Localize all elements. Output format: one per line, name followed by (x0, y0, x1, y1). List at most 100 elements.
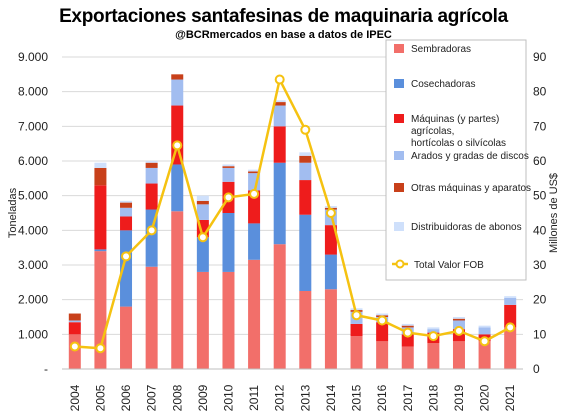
y-left-tick-label: - (44, 362, 48, 376)
bar-segment (222, 213, 235, 272)
bar-segment (222, 164, 235, 167)
bar-segment (273, 244, 286, 369)
bar-segment (94, 249, 107, 252)
bar-segment (324, 225, 337, 255)
bar-segment (222, 166, 235, 168)
bar-segment (401, 346, 414, 369)
y-right-tick-label: 50 (533, 189, 547, 203)
bar-segment (171, 211, 184, 369)
y-right-tick-label: 60 (533, 154, 547, 168)
line-point (325, 208, 336, 218)
line-point (428, 331, 439, 342)
bar-segment (196, 237, 209, 272)
bar-segment (452, 318, 465, 321)
bar-segment (273, 105, 286, 127)
line-point (69, 341, 80, 352)
x-tick-label: 2008 (170, 384, 184, 411)
legend-label-line: agrícolas, (411, 126, 454, 137)
bar-segment (171, 74, 184, 80)
bar-segment (222, 167, 235, 182)
bar-segment (504, 304, 517, 328)
legend-swatch (394, 44, 404, 53)
bar-segment (401, 334, 414, 347)
line-point (249, 188, 260, 199)
x-tick-label: 2006 (119, 384, 133, 411)
bar-segment (324, 206, 337, 208)
x-tick-label: 2009 (196, 384, 210, 411)
y-left-tick-label: 6.000 (18, 154, 48, 168)
legend-label: Sembradoras (411, 44, 471, 55)
y-left-tick-label: 1.000 (18, 327, 48, 341)
bar-segment (196, 200, 209, 205)
y-left-tick-label: 5.000 (18, 189, 48, 203)
bar-segment (350, 323, 363, 337)
line-point (121, 251, 132, 262)
bar-segment (248, 171, 261, 174)
bar-segment (171, 105, 184, 165)
line-point (402, 327, 413, 338)
y-left-axis-title: Toneladas (7, 187, 19, 238)
bar-segment (401, 325, 414, 328)
bar-segment (196, 195, 209, 201)
y-right-tick-label: 20 (533, 293, 547, 307)
bar-segment (324, 254, 337, 290)
bar-segment (452, 320, 465, 330)
bar-segment (196, 271, 209, 369)
bar-segment (427, 329, 440, 333)
x-tick-label: 2019 (452, 384, 466, 411)
bar-segment (145, 161, 158, 163)
y-right-tick-label: 30 (533, 258, 547, 272)
y-right-tick-label: 90 (533, 50, 547, 64)
line-point (505, 322, 516, 333)
bar-segment (94, 162, 107, 168)
legend-label-line: hortícolas o silvícolas (411, 138, 506, 149)
line-point (453, 325, 464, 336)
x-tick-label: 2011 (247, 385, 261, 411)
bar-segment (222, 271, 235, 369)
legend-box (385, 39, 527, 281)
bar-segment (427, 343, 440, 369)
bar-segment (248, 259, 261, 369)
legend-label: Máquinas (y partes) agrícolas, hortícolas … (411, 114, 506, 149)
legend-label-line: Máquinas (y partes) (411, 114, 499, 125)
x-tick-label: 2012 (273, 384, 287, 411)
x-tick-label: 2014 (324, 384, 338, 411)
legend-label: Arados y gradas de discos (411, 151, 529, 162)
bar-segment (120, 306, 133, 369)
line-point (95, 343, 106, 354)
bar-segment (299, 180, 312, 215)
bar-segment (504, 297, 517, 305)
x-tick-label: 2007 (145, 384, 159, 411)
bar-segment (299, 162, 312, 181)
bar-segment (273, 162, 286, 245)
y-right-tick-label: 40 (533, 223, 547, 237)
bar-segment (273, 126, 286, 163)
legend-swatch (394, 114, 404, 123)
bar-segment (376, 341, 389, 369)
y-left-tick-label: 3.000 (18, 258, 48, 272)
x-tick-label: 2018 (426, 384, 440, 411)
y-right-tick-label: 80 (533, 85, 547, 99)
y-right-tick-label: 70 (533, 119, 547, 133)
bar-segment (94, 167, 107, 186)
bar-segment (350, 308, 363, 311)
bar-segment (120, 216, 133, 231)
x-tick-label: 2021 (503, 384, 517, 411)
legend-swatch (394, 222, 404, 231)
y-right-tick-label: 0 (533, 362, 540, 376)
line-point (479, 336, 490, 347)
bar-segment (145, 266, 158, 369)
bar-segment (68, 320, 81, 323)
x-tick-label: 2020 (478, 384, 492, 411)
y-left-tick-label: 9.000 (18, 50, 48, 64)
bar-segment (299, 152, 312, 156)
line-point (274, 74, 285, 85)
x-tick-label: 2004 (68, 384, 82, 411)
bar-segment (120, 200, 133, 203)
bar-segment (248, 173, 261, 191)
y-left-tick-label: 4.000 (18, 223, 48, 237)
bar-segment (120, 230, 133, 307)
legend-line-marker (395, 259, 405, 269)
bar-segment (504, 327, 517, 369)
